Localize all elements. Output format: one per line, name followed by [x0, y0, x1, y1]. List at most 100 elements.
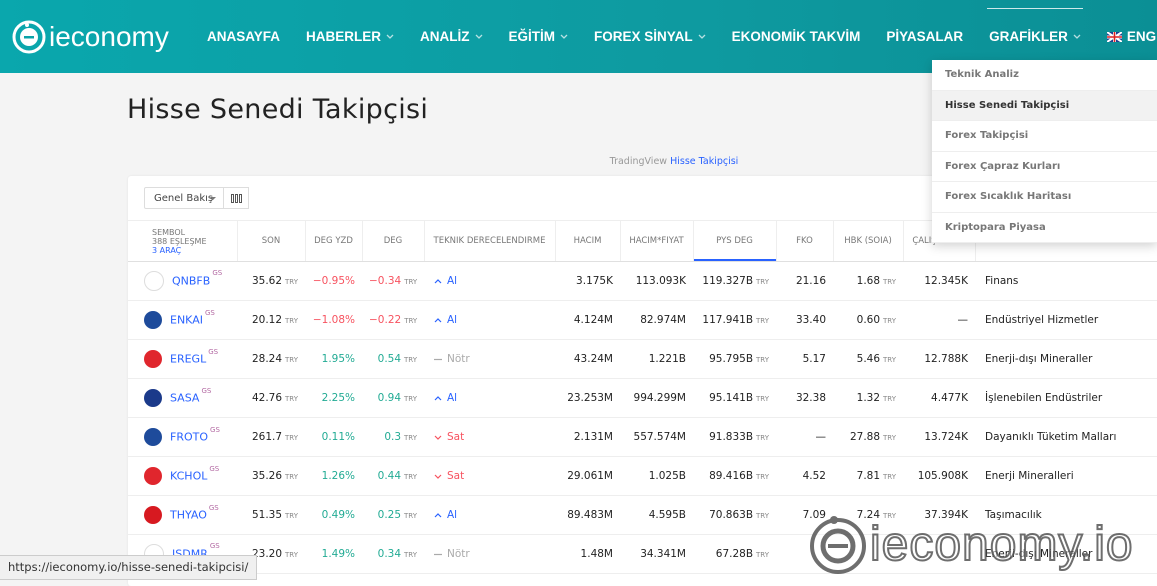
- value: 0.44: [377, 470, 402, 482]
- symbol-name[interactable]: SASA: [170, 391, 200, 405]
- value: 5.46: [856, 353, 881, 365]
- exchange: GS: [209, 465, 220, 473]
- screener-table: SEMBOL 388 EŞLEŞME 3 ARAÇ SON DEG YZD DEG TEK…: [128, 220, 1157, 574]
- nav-item[interactable]: EĞİTİM: [509, 29, 569, 44]
- menu-item[interactable]: Forex Çapraz Kurları: [932, 152, 1157, 182]
- value: 35.62: [251, 275, 283, 287]
- chevron: [475, 34, 483, 39]
- column-header[interactable]: DEG YZD: [305, 220, 363, 262]
- unit: TRY: [756, 317, 769, 325]
- menu-item[interactable]: Teknik Analiz: [932, 60, 1157, 91]
- cell-chg-pct: 0.11%: [305, 417, 362, 457]
- nav-item[interactable]: ANASAYFA: [207, 29, 280, 44]
- unit: TRY: [285, 395, 298, 403]
- nav-item[interactable]: FOREX SİNYAL: [594, 29, 706, 44]
- column-header[interactable]: TEKNIK DERECELENDIRME: [424, 220, 556, 262]
- value: 27.88: [849, 431, 881, 443]
- nav-label: ANASAYFA: [207, 29, 281, 44]
- cell-chg-pct: 1.95%: [305, 339, 362, 379]
- rating-text: Al: [447, 275, 458, 288]
- symbol-name[interactable]: ENKAI: [170, 313, 203, 327]
- columns-button[interactable]: [224, 187, 249, 209]
- table-row[interactable]: FROTOGS 261.7 TRY 0.11% 0.3 TRY Sat 2.131M 557.5…: [128, 417, 1157, 457]
- cell-eps: 27.88 TRY: [833, 417, 903, 457]
- nav-label: FOREX SİNYAL: [594, 29, 693, 44]
- view-select[interactable]: Genel Bakış: [144, 187, 224, 209]
- chevron: [1073, 34, 1081, 39]
- symbol-name[interactable]: THYAO: [170, 508, 207, 522]
- menu-item[interactable]: Kriptopara Piyasa: [932, 213, 1157, 243]
- symbol-name[interactable]: EREGL: [170, 352, 207, 366]
- widget-credit: TradingView Hisse Takipçisi: [128, 156, 1157, 167]
- table-row[interactable]: ENKAIGS 20.12 TRY −1.08% −0.22 TRY Al 4.124M 82.…: [128, 300, 1157, 340]
- table-row[interactable]: EREGLGS 28.24 TRY 1.95% 0.54 TRY Nötr 43.24M 1.2…: [128, 339, 1157, 379]
- value: 994.299M: [633, 392, 686, 404]
- nav-item[interactable]: ENGLISH: [1106, 29, 1157, 44]
- symbol-name[interactable]: FROTO: [170, 430, 209, 444]
- cell-sector: Enerji Mineralleri: [975, 456, 1157, 496]
- cell-eps: 0.60 TRY: [833, 300, 903, 340]
- table-row[interactable]: SASAGS 42.76 TRY 2.25% 0.94 TRY Al 23.253M 994.2…: [128, 378, 1157, 418]
- dropdown-menu: Teknik Analiz Hisse Senedi Takipçisi Forex…: [932, 60, 1157, 243]
- cell-chg: −0.22 TRY: [362, 300, 424, 340]
- unit: TRY: [883, 512, 896, 520]
- symbol-name[interactable]: KCHOL: [170, 469, 208, 483]
- exchange: GS: [208, 348, 219, 356]
- value: 1.025B: [648, 470, 686, 482]
- cell-employees: 12.345K: [903, 261, 975, 301]
- credit-link[interactable]: Hisse Takipçisi: [670, 156, 739, 167]
- nav-item[interactable]: HABERLER: [306, 29, 394, 44]
- nav-item[interactable]: GRAFİKLER: [987, 8, 1083, 44]
- unit: TRY: [756, 551, 769, 559]
- column-header[interactable]: DEG: [362, 220, 425, 262]
- cell-chg: 0.3 TRY: [362, 417, 424, 457]
- nav-item[interactable]: EKONOMİK TAKVİM: [732, 29, 861, 44]
- menu-item[interactable]: Forex Sıcaklık Haritası: [932, 182, 1157, 213]
- column-header[interactable]: PYS DEG: [693, 220, 777, 262]
- column-header[interactable]: HACIM*FIYAT: [620, 220, 694, 262]
- exchange: GS: [212, 269, 223, 277]
- table-row[interactable]: ISDMRGS 23.20 TRY 1.49% 0.34 TRY Nötr 1.48M 34.3…: [128, 534, 1157, 574]
- column-header[interactable]: HBK (SOIA): [833, 220, 904, 262]
- menu-item[interactable]: Hisse Senedi Takipçisi: [932, 90, 1157, 121]
- cell-last: 51.35 TRY: [237, 495, 305, 535]
- nav-item[interactable]: PİYASALAR: [886, 29, 963, 44]
- menu-item[interactable]: Forex Takipçisi: [932, 121, 1157, 152]
- column-header[interactable]: HACIM: [555, 220, 621, 262]
- table-row[interactable]: KCHOLGS 35.26 TRY 1.26% 0.44 TRY Sat 29.061M 1.0…: [128, 456, 1157, 496]
- cell-rating: Nötr: [424, 534, 555, 574]
- unit: TRY: [756, 395, 769, 403]
- nav-label: GRAFİKLER: [989, 29, 1068, 44]
- cell-last: 20.12 TRY: [237, 300, 305, 340]
- symbol-header[interactable]: SEMBOL 388 EŞLEŞME 3 ARAÇ: [128, 220, 238, 262]
- cell-mcap: 119.327B TRY: [693, 261, 776, 301]
- unit: TRY: [404, 317, 418, 325]
- column-header[interactable]: FKO: [776, 220, 834, 262]
- value: 7.09: [802, 509, 826, 521]
- filter-count[interactable]: 3 ARAÇ: [152, 245, 182, 255]
- value: −0.95%: [312, 275, 355, 287]
- chevron: [698, 34, 706, 39]
- cell-chg-pct: 0.49%: [305, 495, 362, 535]
- cell-rating: Al: [424, 378, 555, 418]
- nav-item[interactable]: ANALİZ: [420, 29, 483, 44]
- rating-text: Nötr: [447, 548, 470, 561]
- symbol-name[interactable]: QNBFB: [172, 274, 211, 288]
- column-header[interactable]: SON: [237, 220, 306, 262]
- cell-eps: 1.32 TRY: [833, 378, 903, 418]
- cell-chg-pct: 2.25%: [305, 378, 362, 418]
- table-row[interactable]: QNBFBGS 35.62 TRY −0.95% −0.34 TRY Al 3.175K 113…: [128, 261, 1157, 301]
- logo[interactable]: ieconomy: [12, 18, 169, 56]
- unit: TRY: [285, 473, 298, 481]
- value: 0.49%: [321, 509, 355, 521]
- cell-mcap: 70.863B TRY: [693, 495, 776, 535]
- exchange: GS: [201, 387, 212, 395]
- cell-pe: 4.52: [776, 456, 833, 496]
- cell-last: 261.7 TRY: [237, 417, 305, 457]
- table-row[interactable]: THYAOGS 51.35 TRY 0.49% 0.25 TRY Al 89.483M 4.59…: [128, 495, 1157, 535]
- symbol-logo: [144, 350, 162, 368]
- value: —: [957, 314, 969, 326]
- page-title: Hisse Senedi Takipçisi: [127, 94, 429, 125]
- cell-employees: —: [903, 300, 975, 340]
- value: 89.416B: [709, 470, 754, 482]
